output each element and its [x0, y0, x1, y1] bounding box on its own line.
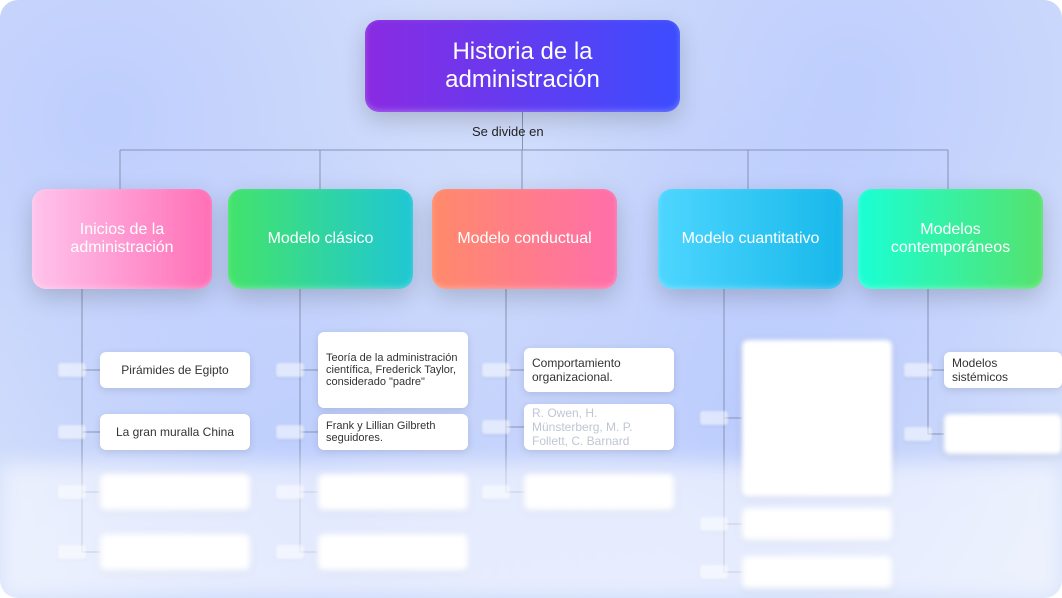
- branch-label: Modelos contemporáneos: [868, 221, 1033, 257]
- branch-label: Inicios de la administración: [42, 221, 202, 257]
- branch-node-conductual: Modelo conductual: [432, 189, 617, 289]
- row-marker: [58, 363, 86, 377]
- branch-label: Modelo cuantitativo: [682, 230, 820, 248]
- root-node: Historia de la administración: [365, 20, 680, 112]
- leaf-contemporaneos-1: [944, 414, 1062, 454]
- root-title: Historia de la administración: [375, 38, 670, 94]
- diagram-canvas: Historia de la administración Se divide …: [0, 0, 1062, 598]
- row-marker: [904, 363, 932, 377]
- leaf-clasico-0: Teoría de la administración científica, …: [318, 332, 468, 408]
- row-marker: [482, 363, 510, 377]
- branch-node-cuantitativo: Modelo cuantitativo: [658, 189, 843, 289]
- row-marker: [700, 411, 728, 425]
- leaf-inicios-0: Pirámides de Egipto: [100, 352, 250, 388]
- leaf-conductual-1: R. Owen, H. Münsterberg, M. P. Follett, …: [524, 404, 674, 450]
- row-marker: [904, 427, 932, 441]
- leaf-inicios-1: La gran muralla China: [100, 414, 250, 450]
- row-marker: [482, 420, 510, 434]
- branch-label: Modelo clásico: [268, 230, 374, 248]
- bottom-blur-wash: [0, 463, 1062, 598]
- branch-node-contemporaneos: Modelos contemporáneos: [858, 189, 1043, 289]
- leaf-clasico-1: Frank y Lillian Gilbreth seguidores.: [318, 414, 468, 450]
- row-marker: [276, 363, 304, 377]
- row-marker: [58, 425, 86, 439]
- edge-label-se-divide-en: Se divide en: [472, 124, 544, 139]
- row-marker: [276, 425, 304, 439]
- branch-label: Modelo conductual: [457, 230, 591, 248]
- leaf-conductual-0: Comportamiento organizacional.: [524, 348, 674, 392]
- leaf-contemporaneos-0: Modelos sistémicos: [944, 352, 1062, 388]
- branch-node-clasico: Modelo clásico: [228, 189, 413, 289]
- branch-node-inicios: Inicios de la administración: [32, 189, 212, 289]
